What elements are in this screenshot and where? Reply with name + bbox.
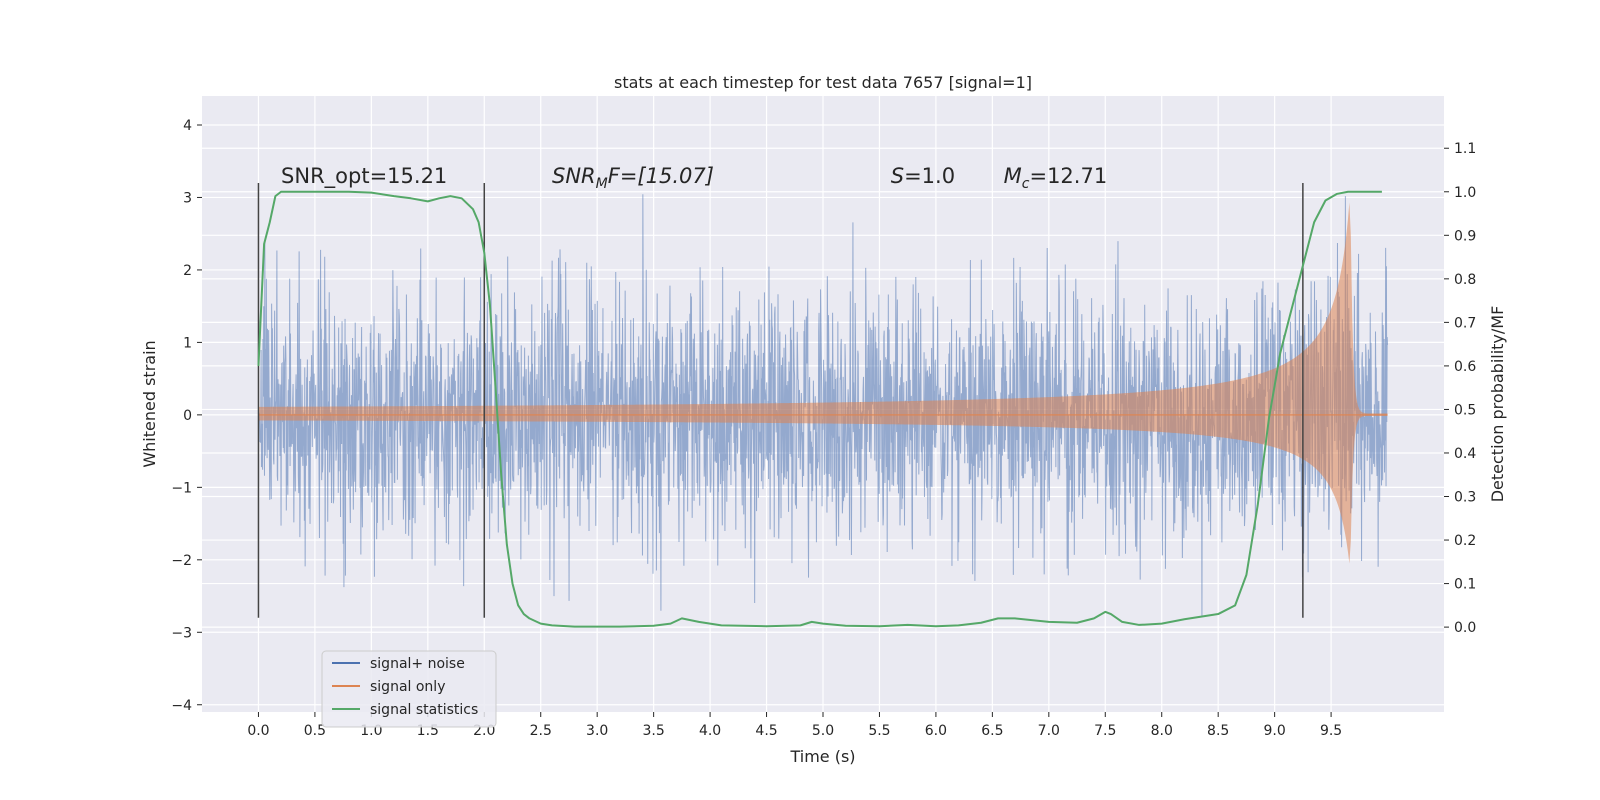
y-tick-label: −3: [171, 625, 192, 641]
y2-tick-label: 0.9: [1454, 228, 1476, 244]
legend-box: [321, 650, 497, 728]
y2-tick-label: 1.0: [1454, 185, 1476, 201]
y-tick-label: −4: [171, 698, 192, 714]
x-tick-label: 6.0: [925, 723, 947, 739]
y2-tick-label: 0.1: [1454, 577, 1476, 593]
annotation-s: S=1.0: [891, 164, 955, 188]
y2-tick-label: 1.1: [1454, 141, 1476, 157]
x-tick-label: 5.5: [868, 723, 890, 739]
y2-tick-label: 0.4: [1454, 446, 1476, 462]
y-tick-label: 4: [183, 118, 192, 134]
x-tick-label: 7.5: [1094, 723, 1116, 739]
y2-tick-label: 0.0: [1454, 620, 1476, 636]
y-tick-label: −1: [171, 480, 192, 496]
annotations: SNR_opt=15.21 SNRMF=[15.07] S=1.0 Mc=12.…: [281, 164, 1107, 192]
x-tick-label: 3.0: [586, 723, 608, 739]
x-tick-label: 0.5: [304, 723, 326, 739]
annotation-mc-rest: =12.71: [1029, 164, 1107, 188]
y-axis-label: Whitened strain: [140, 340, 159, 467]
x-tick-label: 2.5: [530, 723, 552, 739]
y-tick-label: 1: [183, 335, 192, 351]
x-tick-label: 8.0: [1151, 723, 1173, 739]
y2-tick-label: 0.7: [1454, 315, 1476, 331]
annotation-mc-main: M: [1004, 164, 1022, 188]
x-tick-label: 4.5: [755, 723, 777, 739]
y2-axis-label: Detection probability/MF: [1488, 306, 1507, 503]
x-tick-label: 9.0: [1264, 723, 1286, 739]
x-tick-label: 3.5: [643, 723, 665, 739]
chart-title: stats at each timestep for test data 765…: [614, 73, 1032, 92]
x-tick-label: 0.0: [247, 723, 269, 739]
x-tick-label: 5.0: [812, 723, 834, 739]
annotation-s-rest: =1.0: [904, 164, 955, 188]
axis-ticks: 0.0 0.5 1.0 1.5 2.0 2.5 3.0 3.5 4.0 4.5 5.0 5.5 6.0 6…: [171, 118, 1476, 739]
x-tick-label: 9.5: [1320, 723, 1342, 739]
annotation-snr-mf-rest: F=[15.07]: [608, 164, 714, 188]
legend: signal+ noise signal only signal statist…: [321, 650, 497, 728]
signal-statistics-line: [257, 190, 1382, 628]
legend-label-signal-only: signal only: [370, 679, 445, 695]
annotation-snr-mf: SNRMF=[15.07]: [552, 164, 714, 192]
y2-tick-label: 0.2: [1454, 533, 1476, 549]
y2-tick-label: 0.8: [1454, 272, 1476, 288]
series-signal-statistics: [257, 190, 1382, 628]
annotation-snr-mf-main: SNR: [552, 164, 596, 188]
x-tick-label: 6.5: [981, 723, 1003, 739]
annotation-snr-opt: SNR_opt=15.21: [281, 164, 447, 189]
y2-tick-label: 0.5: [1454, 402, 1476, 418]
series-signal-only: [258, 202, 1388, 564]
legend-label-signal-noise: signal+ noise: [370, 656, 465, 672]
y-tick-label: 3: [183, 190, 192, 206]
annotation-mc: Mc=12.71: [1004, 164, 1108, 192]
x-tick-label: 4.0: [699, 723, 721, 739]
y2-tick-label: 0.6: [1454, 359, 1476, 375]
x-tick-label: 8.5: [1207, 723, 1229, 739]
annotation-mc-sub: c: [1022, 176, 1030, 192]
x-tick-label: 7.0: [1038, 723, 1060, 739]
legend-label-signal-statistics: signal statistics: [370, 702, 478, 718]
annotation-snr-mf-sub: M: [596, 176, 608, 192]
y2-tick-label: 0.3: [1454, 490, 1476, 506]
y-tick-label: −2: [171, 553, 192, 569]
x-axis-label: Time (s): [789, 747, 855, 766]
annotation-s-main: S: [891, 164, 904, 188]
y-tick-label: 0: [183, 408, 192, 424]
y-tick-label: 2: [183, 263, 192, 279]
